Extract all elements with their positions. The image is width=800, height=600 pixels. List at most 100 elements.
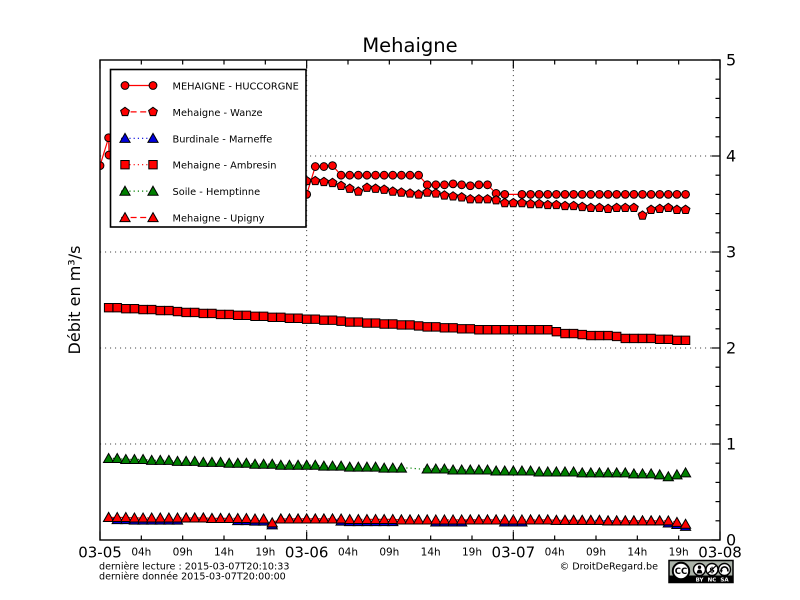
marker-triangle xyxy=(395,513,408,525)
marker-pentagon xyxy=(396,187,407,197)
marker-triangle xyxy=(481,464,494,475)
marker-square xyxy=(172,306,183,317)
marker-square xyxy=(293,313,303,323)
marker-circle xyxy=(483,180,492,190)
marker-triangle xyxy=(145,454,158,465)
marker-triangle xyxy=(162,454,175,465)
marker-square xyxy=(233,310,243,321)
marker-pentagon xyxy=(387,186,398,196)
marker-triangle xyxy=(619,514,632,526)
series-6-mehaigne-upigny xyxy=(102,511,692,529)
marker-triangle xyxy=(300,512,313,524)
x-tick-label-date: 03-08 xyxy=(698,544,742,562)
marker-square xyxy=(138,304,148,315)
legend-box xyxy=(109,68,307,228)
marker-triangle xyxy=(283,512,296,524)
marker-square xyxy=(594,330,605,341)
marker-pentagon xyxy=(473,193,484,204)
marker-square xyxy=(121,303,131,314)
marker-circle xyxy=(655,190,665,199)
marker-triangle xyxy=(455,513,468,525)
marker-triangle xyxy=(447,464,460,475)
marker-triangle xyxy=(584,514,597,525)
x-tick-label-hour: 19h xyxy=(462,547,482,559)
chart-title: Mehaigne xyxy=(362,34,457,57)
marker-triangle xyxy=(447,513,460,525)
marker-square xyxy=(431,322,441,332)
marker-triangle xyxy=(223,457,236,468)
marker-triangle xyxy=(610,514,623,526)
marker-triangle xyxy=(386,513,399,524)
marker-square xyxy=(388,319,398,329)
marker-square xyxy=(120,159,130,170)
marker-triangle xyxy=(472,464,485,475)
x-tick-label-date: 03-06 xyxy=(285,544,329,562)
x-tick-label-date: 03-05 xyxy=(78,544,122,562)
y-tick-label: 3 xyxy=(726,243,736,262)
marker-circle xyxy=(500,190,510,199)
marker-square xyxy=(456,324,467,334)
marker-triangle xyxy=(679,466,692,478)
marker-square xyxy=(465,324,475,334)
marker-pentagon xyxy=(344,183,355,193)
marker-triangle xyxy=(274,512,287,524)
marker-triangle xyxy=(559,465,571,477)
marker-triangle xyxy=(231,512,244,524)
marker-square xyxy=(224,309,234,320)
y-tick-label: 1 xyxy=(726,435,736,454)
marker-square xyxy=(422,322,432,332)
marker-pentagon xyxy=(439,190,450,200)
marker-square xyxy=(112,302,122,313)
marker-square xyxy=(534,325,544,335)
marker-triangle xyxy=(507,513,520,525)
marker-triangle xyxy=(576,466,589,478)
cc-term-label: NC xyxy=(708,577,717,583)
marker-triangle xyxy=(498,464,511,476)
legend-entry: Burdinale - Marneffe xyxy=(119,132,272,145)
marker-triangle xyxy=(645,467,658,479)
marker-triangle xyxy=(154,454,167,465)
marker-pentagon xyxy=(603,203,614,214)
ticks xyxy=(99,59,721,541)
marker-square xyxy=(482,325,493,335)
marker-square xyxy=(439,323,450,333)
marker-triangle xyxy=(180,512,193,523)
marker-triangle xyxy=(249,458,261,469)
marker-square xyxy=(637,333,648,344)
marker-triangle xyxy=(205,456,218,467)
marker-circle xyxy=(457,180,467,190)
marker-square xyxy=(336,316,346,326)
marker-square xyxy=(250,311,260,322)
x-tick-label-hour: 14h xyxy=(421,547,441,559)
marker-circle xyxy=(396,170,406,180)
marker-square xyxy=(603,330,613,341)
marker-triangle xyxy=(386,462,399,473)
marker-triangle xyxy=(421,513,434,525)
marker-triangle xyxy=(205,512,218,524)
marker-triangle xyxy=(137,453,150,464)
marker-triangle xyxy=(559,514,571,525)
marker-triangle xyxy=(300,459,313,470)
legend-entry: Mehaigne - Wanze xyxy=(120,106,263,119)
marker-square xyxy=(646,333,656,344)
marker-triangle xyxy=(171,455,184,466)
marker-circle xyxy=(371,170,380,180)
marker-triangle xyxy=(360,461,373,472)
marker-triangle xyxy=(326,460,339,471)
marker-triangle xyxy=(567,465,580,477)
marker-triangle xyxy=(335,460,348,471)
cc-nc-slash xyxy=(707,565,717,574)
marker-triangle xyxy=(214,512,227,524)
marker-circle xyxy=(414,170,424,180)
marker-triangle xyxy=(111,452,124,463)
marker-square xyxy=(551,326,562,337)
series-4-mehaigne-ambresin xyxy=(103,302,691,346)
marker-triangle xyxy=(550,465,563,477)
x-tick-label-hour: 09h xyxy=(173,547,193,559)
marker-triangle xyxy=(593,514,606,525)
x-tick-label-hour: 04h xyxy=(545,547,565,559)
marker-pentagon xyxy=(448,191,459,201)
marker-triangle xyxy=(636,467,649,479)
marker-triangle xyxy=(352,461,365,472)
